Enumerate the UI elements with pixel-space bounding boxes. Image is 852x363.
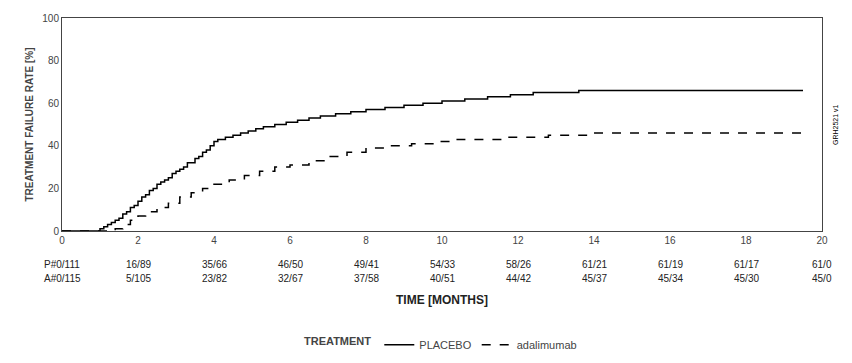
svg-text:49/41: 49/41 <box>354 259 379 270</box>
svg-text:61/0: 61/0 <box>812 259 832 270</box>
svg-text:45/30: 45/30 <box>734 273 759 284</box>
svg-text:60: 60 <box>48 98 60 109</box>
svg-text:61/21: 61/21 <box>582 259 607 270</box>
svg-text:GRH2521 v1: GRH2521 v1 <box>832 104 839 145</box>
svg-text:18: 18 <box>740 235 752 246</box>
svg-text:P#0/111: P#0/111 <box>44 259 80 270</box>
svg-text:8: 8 <box>363 235 369 246</box>
svg-text:45/37: 45/37 <box>582 273 607 284</box>
svg-text:10: 10 <box>436 235 448 246</box>
svg-text:0: 0 <box>59 235 65 246</box>
svg-text:40: 40 <box>48 140 60 151</box>
svg-text:80: 80 <box>48 55 60 66</box>
svg-text:adalimumab: adalimumab <box>517 339 577 351</box>
svg-text:45/34: 45/34 <box>658 273 683 284</box>
svg-text:2: 2 <box>135 235 141 246</box>
svg-text:61/17: 61/17 <box>734 259 759 270</box>
svg-text:54/33: 54/33 <box>430 259 455 270</box>
svg-text:44/42: 44/42 <box>506 273 531 284</box>
svg-text:5/105: 5/105 <box>126 273 151 284</box>
svg-text:16/89: 16/89 <box>126 259 151 270</box>
svg-text:46/50: 46/50 <box>278 259 303 270</box>
svg-text:A#0/115: A#0/115 <box>44 273 81 284</box>
svg-text:58/26: 58/26 <box>506 259 531 270</box>
svg-text:23/82: 23/82 <box>202 273 227 284</box>
svg-text:100: 100 <box>42 13 59 24</box>
svg-text:TREATMENT FAILURE RATE [%]: TREATMENT FAILURE RATE [%] <box>24 47 35 201</box>
svg-text:61/19: 61/19 <box>658 259 683 270</box>
svg-text:TREATMENT: TREATMENT <box>304 335 371 347</box>
svg-text:40/51: 40/51 <box>430 273 455 284</box>
svg-text:35/66: 35/66 <box>202 259 227 270</box>
svg-text:16: 16 <box>664 235 676 246</box>
svg-text:37/58: 37/58 <box>354 273 379 284</box>
svg-text:32/67: 32/67 <box>278 273 303 284</box>
svg-text:PLACEBO: PLACEBO <box>419 339 471 351</box>
svg-text:14: 14 <box>588 235 600 246</box>
svg-text:6: 6 <box>287 235 293 246</box>
svg-text:TIME [MONTHS]: TIME [MONTHS] <box>396 293 488 307</box>
svg-text:20: 20 <box>816 235 828 246</box>
svg-text:4: 4 <box>211 235 217 246</box>
svg-text:45/0: 45/0 <box>812 273 832 284</box>
svg-text:12: 12 <box>512 235 524 246</box>
svg-text:0: 0 <box>53 226 59 237</box>
svg-text:20: 20 <box>48 183 60 194</box>
